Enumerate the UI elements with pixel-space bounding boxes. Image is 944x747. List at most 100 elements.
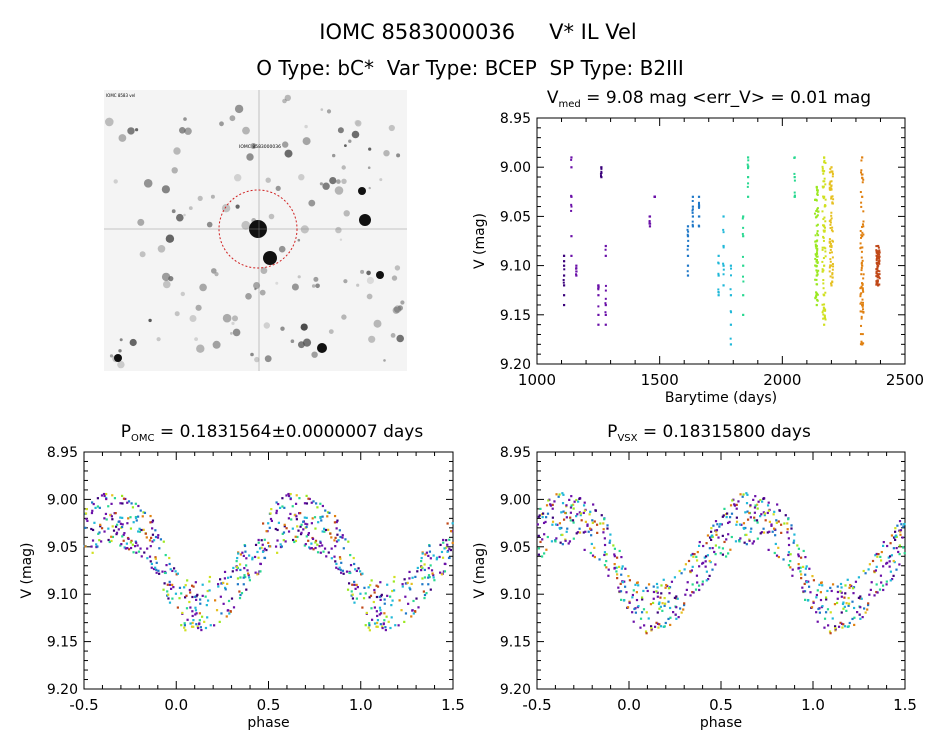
- data-point: [235, 560, 238, 563]
- thumbnail-star: [189, 315, 197, 322]
- data-point: [720, 523, 723, 526]
- data-point: [433, 579, 436, 582]
- data-point: [830, 180, 833, 183]
- data-point: [191, 621, 194, 625]
- data-point: [110, 502, 113, 505]
- data-point: [831, 173, 834, 176]
- data-point: [346, 588, 350, 591]
- data-point: [443, 562, 446, 565]
- data-point: [631, 596, 634, 599]
- data-point: [861, 298, 864, 301]
- data-point: [866, 608, 869, 611]
- data-point: [591, 521, 594, 524]
- data-point: [860, 234, 863, 237]
- data-point: [375, 610, 378, 613]
- plot-frame: [536, 117, 906, 365]
- data-point: [689, 594, 692, 597]
- data-point: [166, 590, 169, 593]
- thumbnail-star: [400, 300, 405, 305]
- data-point: [163, 571, 167, 575]
- data-point: [746, 167, 749, 170]
- data-point: [742, 493, 745, 496]
- thumbnail-star: [368, 335, 376, 343]
- data-point: [810, 606, 814, 609]
- thumbnail-star: [250, 143, 257, 149]
- data-point: [445, 539, 448, 542]
- data-point: [91, 501, 94, 504]
- data-point: [261, 550, 265, 553]
- data-point: [120, 525, 124, 529]
- data-point: [314, 541, 317, 544]
- data-point: [860, 324, 863, 327]
- data-point: [878, 588, 882, 591]
- data-point: [299, 533, 303, 536]
- data-point: [828, 171, 831, 174]
- data-point: [248, 579, 252, 582]
- data-point: [338, 566, 341, 569]
- data-point: [562, 284, 566, 287]
- data-point: [367, 586, 370, 589]
- data-point: [203, 620, 206, 623]
- data-point: [626, 606, 630, 609]
- data-point: [213, 624, 216, 627]
- data-point: [96, 497, 99, 500]
- thumbnail-star: [394, 265, 401, 271]
- data-point: [695, 555, 698, 559]
- data-point: [276, 551, 279, 554]
- data-point: [114, 525, 118, 528]
- data-point: [754, 495, 757, 498]
- data-point: [115, 523, 119, 526]
- data-point: [739, 537, 742, 540]
- data-point: [195, 623, 198, 626]
- data-point: [151, 527, 154, 530]
- thumbnail-star: [329, 177, 337, 185]
- data-point: [824, 596, 828, 599]
- data-point: [859, 343, 862, 346]
- data-point: [386, 594, 389, 597]
- data-point: [678, 569, 681, 573]
- data-point: [861, 282, 864, 285]
- data-point: [126, 522, 129, 525]
- data-point: [84, 526, 87, 529]
- data-point: [240, 592, 244, 595]
- plot-frame: [536, 451, 906, 690]
- data-point: [553, 500, 556, 503]
- data-point: [358, 570, 362, 573]
- data-point: [584, 520, 587, 523]
- data-point: [416, 570, 419, 573]
- data-point: [268, 545, 272, 548]
- data-point: [691, 215, 694, 218]
- data-point: [444, 546, 448, 549]
- data-point: [86, 519, 89, 523]
- data-point: [878, 276, 881, 279]
- data-point: [748, 511, 751, 515]
- data-point: [303, 544, 306, 547]
- data-point: [862, 220, 865, 223]
- data-point: [333, 521, 337, 524]
- data-point: [816, 273, 819, 276]
- data-point: [782, 558, 785, 561]
- data-point: [793, 176, 796, 179]
- data-point: [737, 500, 740, 503]
- data-point: [110, 539, 113, 543]
- data-point: [675, 597, 678, 600]
- data-point: [184, 596, 187, 599]
- data-point: [351, 593, 354, 596]
- data-point: [826, 608, 830, 611]
- data-point: [756, 503, 759, 506]
- data-point: [333, 514, 337, 518]
- data-point: [242, 554, 245, 557]
- data-point: [423, 593, 427, 597]
- data-point: [632, 589, 635, 592]
- data-point: [878, 249, 881, 252]
- thumbnail-star: [199, 283, 207, 292]
- data-point: [659, 605, 662, 608]
- data-point: [168, 601, 172, 604]
- data-point: [845, 609, 848, 612]
- data-point: [549, 503, 552, 506]
- data-point: [108, 540, 111, 544]
- data-point: [562, 264, 566, 267]
- data-point: [443, 570, 447, 573]
- data-point: [828, 270, 831, 273]
